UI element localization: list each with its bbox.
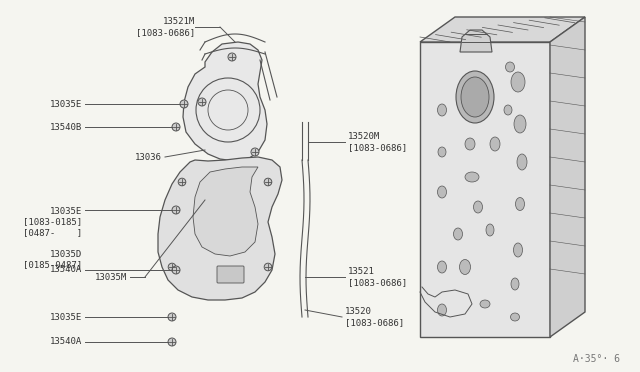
Ellipse shape [454,228,463,240]
Circle shape [180,100,188,108]
Text: 13521
[1083-0686]: 13521 [1083-0686] [348,267,407,287]
Polygon shape [420,17,585,42]
Circle shape [251,148,259,156]
Circle shape [168,313,176,321]
Ellipse shape [438,186,447,198]
Circle shape [264,263,272,271]
Ellipse shape [504,105,512,115]
Text: A·35°· 6: A·35°· 6 [573,354,620,364]
FancyBboxPatch shape [217,266,244,283]
Text: 13035E: 13035E [50,312,82,321]
Ellipse shape [514,115,526,133]
Ellipse shape [486,224,494,236]
Ellipse shape [438,147,446,157]
Circle shape [178,178,186,186]
Circle shape [168,338,176,346]
Ellipse shape [461,77,489,117]
Ellipse shape [490,137,500,151]
Text: 13035E: 13035E [50,99,82,109]
Ellipse shape [511,72,525,92]
Text: 13035D
[0185-0487]: 13035D [0185-0487] [23,250,82,269]
Ellipse shape [438,104,447,116]
Circle shape [198,98,206,106]
Text: 13035M: 13035M [95,273,127,282]
Circle shape [264,178,272,186]
Circle shape [172,123,180,131]
Polygon shape [183,42,267,161]
Text: 13540A: 13540A [50,337,82,346]
Circle shape [172,266,180,274]
Ellipse shape [456,71,494,123]
Ellipse shape [515,198,525,211]
Ellipse shape [480,300,490,308]
Ellipse shape [513,243,522,257]
Ellipse shape [438,304,447,316]
Text: 13035E
[1083-0185]
[0487-    ]: 13035E [1083-0185] [0487- ] [23,207,82,237]
Text: 13036: 13036 [135,153,162,161]
Polygon shape [420,42,550,337]
Ellipse shape [517,154,527,170]
Text: 13521M
[1083-0686]: 13521M [1083-0686] [136,17,195,37]
Ellipse shape [465,172,479,182]
Text: 13520
[1083-0686]: 13520 [1083-0686] [345,307,404,327]
Polygon shape [158,157,282,300]
Ellipse shape [438,261,447,273]
Ellipse shape [465,138,475,150]
Text: 13540B: 13540B [50,122,82,131]
Circle shape [168,263,176,271]
Polygon shape [460,30,492,52]
Text: 13520M
[1083-0686]: 13520M [1083-0686] [348,132,407,152]
Polygon shape [550,17,585,337]
Ellipse shape [460,260,470,275]
Ellipse shape [474,201,483,213]
Circle shape [172,206,180,214]
Ellipse shape [511,278,519,290]
Text: 13540A: 13540A [50,266,82,275]
Circle shape [228,53,236,61]
Ellipse shape [511,313,520,321]
Polygon shape [193,167,258,256]
Ellipse shape [506,62,515,72]
